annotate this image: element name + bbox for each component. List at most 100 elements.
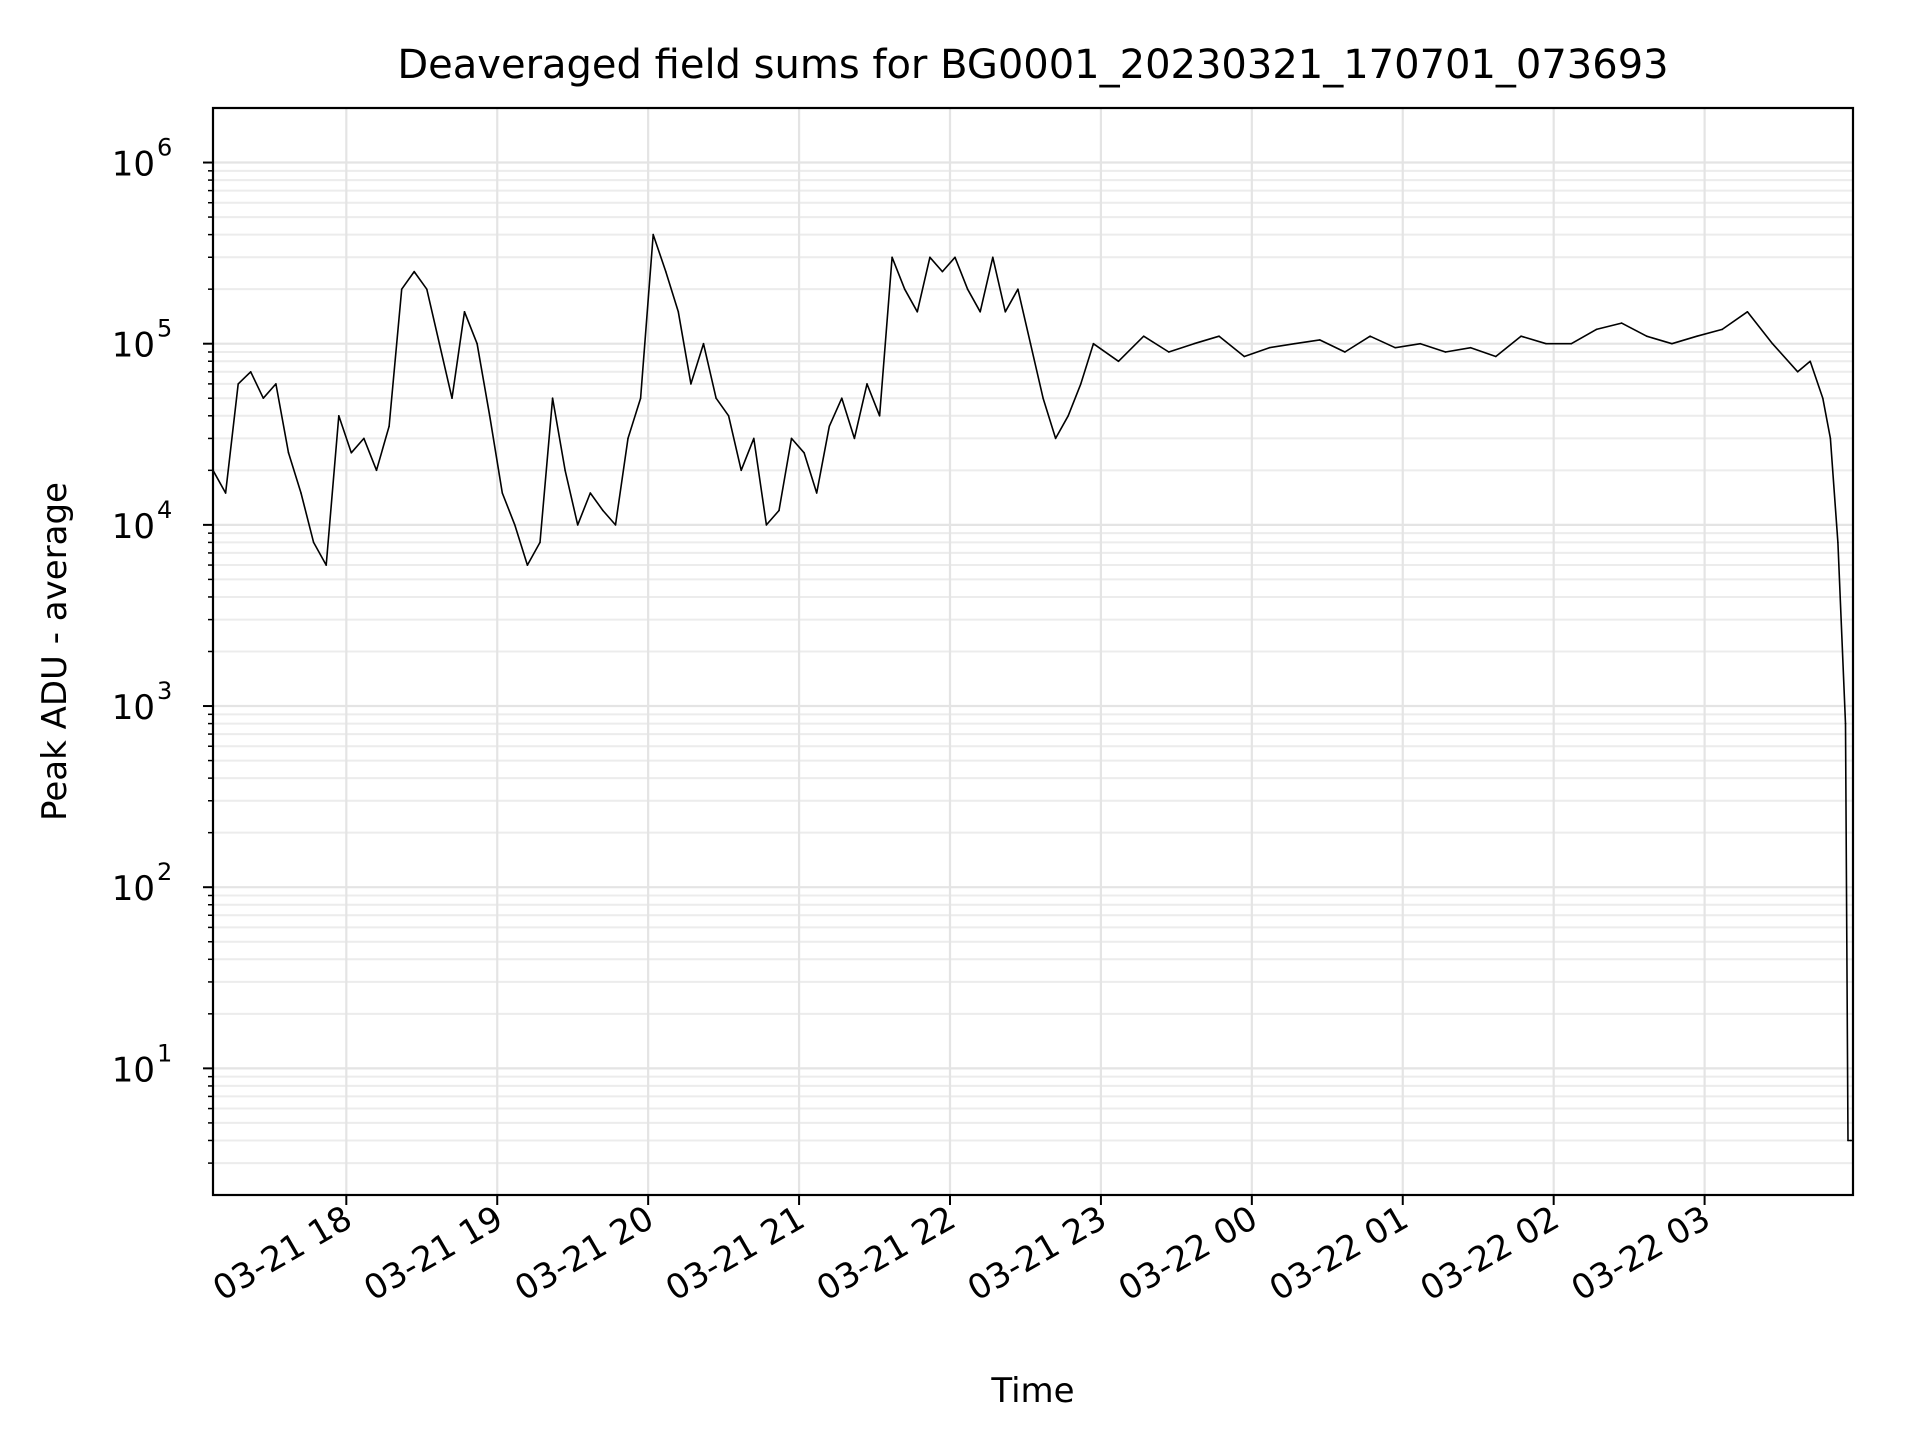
data-point xyxy=(702,342,705,345)
data-point xyxy=(1645,335,1648,338)
data-point xyxy=(1243,355,1246,358)
data-point xyxy=(1419,342,1422,345)
data-point xyxy=(778,509,780,512)
data-point xyxy=(1696,335,1698,338)
series-layer xyxy=(212,233,1854,1142)
data-point xyxy=(338,415,340,417)
data-point xyxy=(954,256,956,259)
y-tick-label-exponent: 5 xyxy=(157,315,172,343)
data-point xyxy=(1595,328,1598,331)
data-point xyxy=(413,270,416,273)
data-point xyxy=(589,492,592,494)
y-tick-label-exponent: 3 xyxy=(157,677,172,705)
data-point xyxy=(929,256,931,259)
data-point xyxy=(979,311,981,313)
data-point xyxy=(1771,342,1774,345)
data-point xyxy=(539,541,541,544)
data-point xyxy=(941,270,944,273)
data-point xyxy=(551,397,554,400)
data-point xyxy=(627,437,629,440)
x-axis-label: Time xyxy=(990,1371,1074,1411)
data-point xyxy=(652,233,654,236)
data-point xyxy=(992,256,994,259)
data-point xyxy=(375,469,378,472)
data-point xyxy=(1369,335,1371,338)
data-point xyxy=(275,383,277,385)
data-point xyxy=(514,524,516,526)
data-point xyxy=(1042,397,1044,400)
data-point xyxy=(363,437,365,440)
y-tick-label: 10 xyxy=(112,145,155,185)
data-point xyxy=(765,524,768,526)
data-point xyxy=(1620,322,1623,324)
data-point xyxy=(526,564,529,566)
data-point xyxy=(966,288,969,291)
data-point xyxy=(400,288,403,291)
data-point xyxy=(1193,342,1195,345)
data-point xyxy=(1671,342,1673,345)
data-point xyxy=(1004,311,1007,313)
data-point xyxy=(1117,360,1120,363)
data-point xyxy=(1545,342,1547,345)
y-tick-label: 10 xyxy=(112,688,155,728)
data-point xyxy=(325,564,328,566)
data-point xyxy=(903,288,906,291)
data-point xyxy=(488,415,491,417)
y-tick-label-exponent: 2 xyxy=(157,858,172,886)
data-point xyxy=(1080,383,1082,385)
data-point xyxy=(740,469,742,472)
data-point xyxy=(388,425,390,428)
data-point xyxy=(1822,397,1824,400)
data-point xyxy=(878,415,881,417)
data-point xyxy=(1849,1139,1852,1142)
data-point xyxy=(853,437,856,440)
data-point xyxy=(1469,346,1472,349)
data-point xyxy=(1394,346,1396,349)
data-point xyxy=(576,524,579,526)
data-point xyxy=(1809,360,1811,363)
y-axis-label: Peak ADU - average xyxy=(35,482,75,821)
data-point xyxy=(224,492,227,494)
data-point xyxy=(501,492,504,494)
data-point xyxy=(300,492,302,494)
data-point xyxy=(1837,541,1839,544)
data-point xyxy=(803,452,805,454)
data-point xyxy=(1520,335,1522,338)
data-point xyxy=(350,452,353,454)
data-point xyxy=(463,311,466,313)
y-tick-label-exponent: 6 xyxy=(157,134,172,162)
data-point xyxy=(1844,722,1847,725)
y-tick-label-exponent: 4 xyxy=(157,496,172,524)
data-point xyxy=(1092,342,1095,345)
data-point xyxy=(690,383,692,385)
data-point xyxy=(753,437,755,440)
data-point xyxy=(237,383,239,385)
data-point xyxy=(1293,342,1296,345)
data-point xyxy=(790,437,793,440)
y-tick-label-exponent: 1 xyxy=(157,1039,172,1067)
y-tick-label: 10 xyxy=(112,869,155,909)
data-point xyxy=(287,452,290,454)
data-point xyxy=(665,270,667,273)
data-point xyxy=(1746,311,1749,313)
data-point xyxy=(1495,355,1497,358)
data-point xyxy=(602,509,604,512)
data-point xyxy=(841,397,843,400)
data-point xyxy=(1054,437,1057,440)
data-point xyxy=(1017,288,1019,291)
data-point xyxy=(614,524,617,526)
data-point xyxy=(715,397,717,400)
data-point xyxy=(249,371,252,373)
data-point xyxy=(1444,351,1447,353)
data-point xyxy=(639,397,642,400)
data-point xyxy=(891,256,893,259)
y-tick-label: 10 xyxy=(112,326,155,366)
data-point xyxy=(1721,328,1723,331)
data-point xyxy=(1067,415,1069,417)
data-point xyxy=(1829,437,1832,440)
data-point xyxy=(1268,346,1271,349)
data-point xyxy=(1344,351,1346,353)
data-point xyxy=(1218,335,1220,338)
data-point xyxy=(1847,1139,1849,1142)
